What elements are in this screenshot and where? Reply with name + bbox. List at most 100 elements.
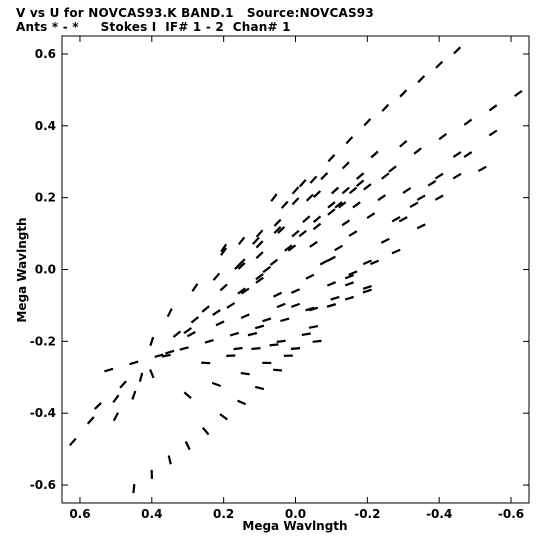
data-point — [344, 295, 355, 301]
data-point — [273, 368, 283, 372]
data-point — [220, 247, 228, 256]
y-axis-label: Mega Wavlngth — [15, 217, 29, 322]
data-point — [131, 390, 137, 400]
data-point — [269, 258, 279, 266]
data-point — [280, 200, 289, 209]
data-point — [270, 193, 278, 202]
data-point — [302, 215, 311, 224]
data-point — [68, 437, 77, 447]
data-point — [326, 303, 337, 308]
data-point — [477, 165, 487, 173]
data-point — [251, 347, 261, 351]
data-point — [247, 332, 258, 337]
data-point — [280, 317, 290, 323]
data-point — [352, 201, 361, 209]
data-point — [262, 265, 272, 274]
data-point — [269, 343, 279, 347]
data-point — [305, 193, 314, 202]
data-point — [309, 175, 318, 184]
data-point — [254, 324, 265, 330]
data-point — [312, 215, 322, 223]
data-point — [377, 194, 387, 202]
data-point — [183, 327, 193, 335]
data-point — [237, 262, 246, 270]
data-point — [388, 165, 397, 173]
data-point — [334, 201, 343, 209]
data-point — [290, 302, 301, 308]
data-point — [369, 259, 380, 266]
data-point — [362, 288, 372, 294]
data-marks — [68, 46, 523, 494]
data-point — [276, 339, 286, 343]
x-tick-label: -0.4 — [426, 507, 452, 521]
data-point — [312, 222, 322, 231]
data-point — [452, 151, 462, 158]
y-tick-label: -0.4 — [30, 406, 56, 420]
data-point — [381, 103, 390, 112]
data-point — [262, 317, 272, 323]
data-point — [212, 272, 221, 281]
data-point — [463, 118, 473, 126]
data-point — [416, 223, 426, 230]
data-point — [201, 361, 211, 365]
data-point — [344, 281, 354, 287]
data-point — [381, 172, 390, 180]
data-point — [362, 285, 372, 290]
data-point — [276, 302, 286, 309]
data-point — [313, 190, 322, 198]
data-point — [255, 240, 264, 249]
data-point — [161, 353, 171, 358]
data-point — [201, 305, 210, 313]
data-point — [273, 226, 282, 234]
data-point — [233, 346, 243, 351]
plot-frame — [61, 35, 530, 504]
data-point — [309, 240, 318, 248]
x-tick-label: 0.0 — [285, 507, 306, 521]
data-point — [344, 273, 355, 280]
data-point — [226, 302, 236, 309]
data-point — [362, 259, 372, 266]
data-point — [211, 381, 222, 388]
y-axis-ticks: 0.6 0.4 0.2 0.0 -0.2 -0.4 -0.6 — [30, 47, 529, 492]
x-tick-label: 0.6 — [69, 507, 90, 521]
data-point — [319, 259, 329, 266]
data-point — [435, 60, 444, 69]
data-point — [291, 229, 300, 238]
data-point — [212, 309, 221, 317]
data-point — [409, 201, 419, 209]
data-point — [240, 371, 250, 376]
data-point — [219, 413, 228, 421]
data-point — [190, 316, 200, 324]
data-point — [338, 201, 347, 209]
data-point — [290, 288, 301, 294]
data-point — [488, 129, 498, 137]
data-point — [391, 248, 401, 255]
y-tick-label: 0.6 — [35, 47, 56, 61]
y-tick-label: -0.6 — [30, 478, 56, 492]
x-axis-ticks: 0.6 0.4 0.2 0.0 -0.2 -0.4 -0.6 — [69, 36, 524, 521]
data-point — [132, 483, 136, 494]
data-point — [240, 287, 250, 295]
data-point — [179, 346, 189, 351]
data-point — [402, 187, 412, 194]
data-point — [326, 281, 337, 287]
data-point — [327, 208, 336, 216]
data-point — [399, 140, 408, 148]
y-tick-label: 0.4 — [35, 119, 56, 133]
data-point — [255, 276, 264, 284]
data-point — [305, 273, 315, 280]
data-point — [391, 216, 401, 223]
data-point — [220, 243, 228, 253]
x-tick-label: -0.2 — [354, 507, 380, 521]
data-point — [138, 372, 144, 382]
data-point — [488, 104, 498, 112]
data-point — [330, 186, 340, 195]
data-point — [366, 212, 376, 219]
data-point — [149, 336, 155, 346]
data-point — [93, 402, 102, 410]
data-point — [348, 230, 358, 237]
data-point — [398, 216, 408, 223]
data-point — [380, 237, 390, 244]
chart-title: V vs U for NOVCAS93.K BAND.1 Source:NOVC… — [16, 6, 374, 20]
